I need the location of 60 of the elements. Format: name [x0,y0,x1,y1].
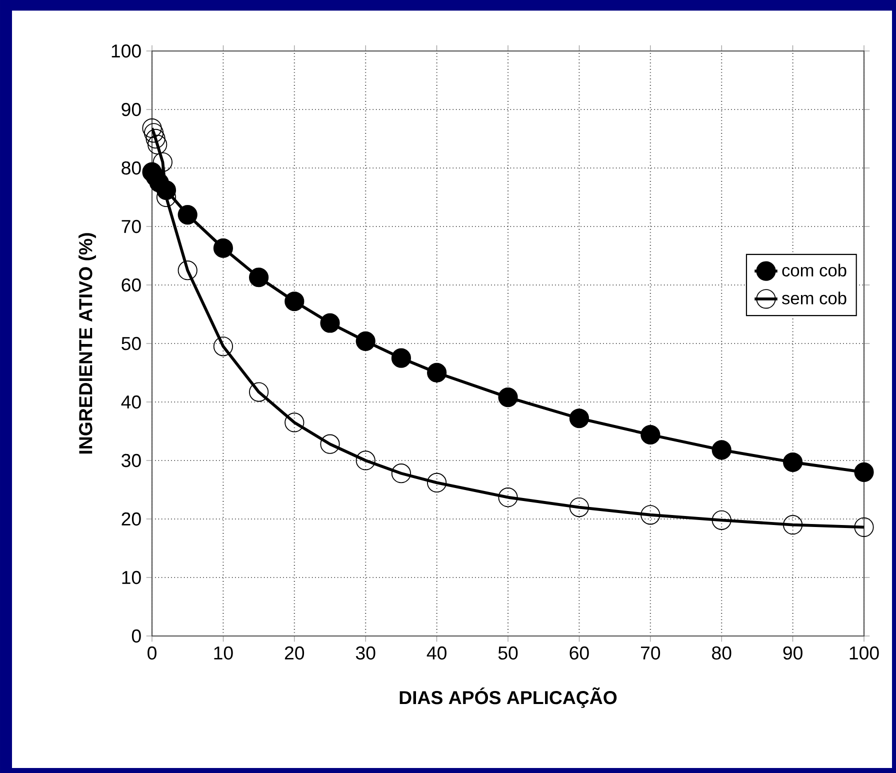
point [356,450,376,470]
point [391,348,412,368]
y-tick-label: 70 [122,220,141,234]
point [640,424,660,445]
legend-label: com cob [782,264,846,276]
point [712,510,732,530]
y-tick-label: 60 [122,278,141,292]
point [146,128,166,149]
x-tick-label: 10 [214,646,233,660]
point [498,388,518,408]
x-tick-label: 20 [284,646,304,660]
point [356,331,376,351]
point [783,452,803,472]
y-tick-label: 0 [132,629,141,643]
point [783,515,803,535]
point [249,382,269,402]
x-tick-label: 0 [148,646,156,660]
point [391,464,412,484]
y-tick-label: 20 [122,512,141,526]
point [320,313,340,333]
point [213,238,234,258]
point [712,440,732,460]
point [152,152,172,172]
point [498,488,518,508]
y-tick-label: 50 [122,336,141,350]
point [249,268,269,288]
x-tick-label: 80 [712,646,732,660]
point [427,362,447,383]
point [156,180,176,200]
x-tick-label: 40 [426,646,446,660]
point [213,336,234,356]
point [640,505,660,525]
point [144,123,164,143]
legend-label: sem cob [782,292,846,304]
x-tick-label: 70 [640,646,660,660]
y-tick-label: 40 [121,395,141,409]
point [569,408,590,428]
point [148,134,168,154]
point [854,517,874,537]
point [284,412,304,432]
y-tick-label: 100 [112,44,141,58]
point [284,292,304,312]
x-tick-label: 100 [850,646,879,660]
point [178,204,198,225]
point [569,497,590,518]
x-axis-title: DIAS APÓS APLICAÇÃO [400,687,617,708]
y-tick-label: 80 [122,161,141,175]
y-tick-label: 90 [122,102,141,116]
y-tick-label: 30 [122,454,141,468]
point [427,472,447,493]
point [854,462,874,482]
x-tick-label: 60 [570,646,589,660]
point [142,118,162,138]
x-tick-label: 30 [356,646,376,660]
y-axis-title: INGREDIENTE ATIVO (%) [78,233,96,454]
y-tick-label: 10 [122,570,141,584]
point [320,434,340,454]
x-tick-label: 50 [498,646,518,660]
point [178,260,198,280]
x-tick-label: 90 [783,646,802,660]
